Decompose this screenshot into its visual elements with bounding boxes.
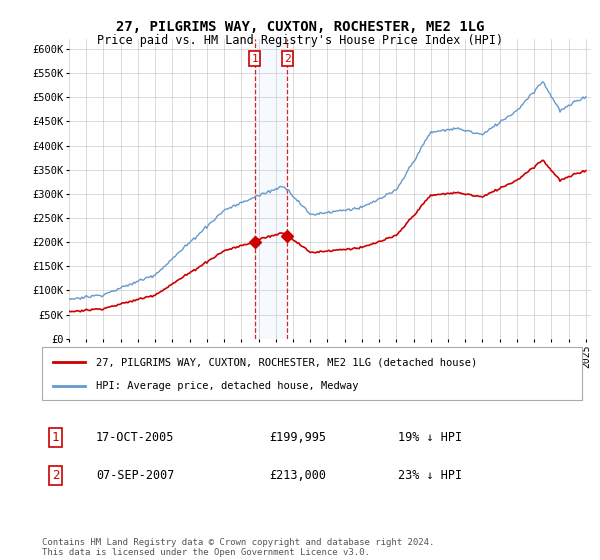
- Text: 27, PILGRIMS WAY, CUXTON, ROCHESTER, ME2 1LG (detached house): 27, PILGRIMS WAY, CUXTON, ROCHESTER, ME2…: [96, 357, 477, 367]
- Text: £213,000: £213,000: [269, 469, 326, 482]
- Text: 1: 1: [251, 54, 258, 63]
- Text: £199,995: £199,995: [269, 431, 326, 444]
- Text: HPI: Average price, detached house, Medway: HPI: Average price, detached house, Medw…: [96, 380, 359, 390]
- Text: Price paid vs. HM Land Registry's House Price Index (HPI): Price paid vs. HM Land Registry's House …: [97, 34, 503, 46]
- Text: 2: 2: [284, 54, 291, 63]
- FancyBboxPatch shape: [42, 347, 582, 400]
- Text: 17-OCT-2005: 17-OCT-2005: [96, 431, 175, 444]
- Text: 23% ↓ HPI: 23% ↓ HPI: [398, 469, 463, 482]
- Text: 2: 2: [52, 469, 59, 482]
- Text: 27, PILGRIMS WAY, CUXTON, ROCHESTER, ME2 1LG: 27, PILGRIMS WAY, CUXTON, ROCHESTER, ME2…: [116, 20, 484, 34]
- Text: Contains HM Land Registry data © Crown copyright and database right 2024.
This d: Contains HM Land Registry data © Crown c…: [42, 538, 434, 557]
- Text: 19% ↓ HPI: 19% ↓ HPI: [398, 431, 463, 444]
- Text: 1: 1: [52, 431, 59, 444]
- Bar: [255, 39, 287, 339]
- Text: 07-SEP-2007: 07-SEP-2007: [96, 469, 175, 482]
